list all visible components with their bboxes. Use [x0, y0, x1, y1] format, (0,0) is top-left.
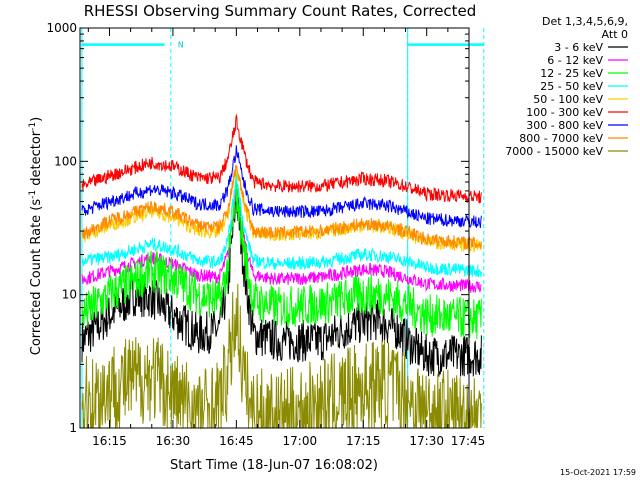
legend-label-3: 12 - 25 keV: [540, 67, 603, 80]
plot-frame: [79, 27, 470, 429]
x-tick-label: 17:30: [409, 434, 444, 448]
x-tick-label: 16:45: [219, 434, 254, 448]
footer-timestamp: 15-Oct-2021 17:59: [560, 468, 636, 477]
legend-header-line2: Att 0: [602, 28, 628, 41]
annotation-label: N: [178, 41, 184, 50]
legend-label-5: 50 - 100 keV: [533, 93, 603, 106]
x-tick-label: 16:30: [156, 434, 191, 448]
series-line-4: [81, 172, 482, 278]
y-axis-label-main: Corrected Count Rate (s: [29, 199, 44, 356]
x-axis: 16:15 16:30 16:45 17:00 17:15 17:30 17:45: [87, 28, 486, 448]
legend-label-9: 7000 - 15000 keV: [505, 145, 603, 158]
series-line-6: [81, 113, 482, 204]
legend-label-6: 100 - 300 keV: [526, 106, 603, 119]
x-tick-label: 17:45: [451, 434, 486, 448]
y-tick-label: 100: [54, 154, 77, 168]
legend-label-2: 6 - 12 keV: [547, 54, 603, 67]
y-axis-label-end: ): [29, 117, 44, 122]
y-axis: 1 10 100 1000: [46, 21, 469, 435]
y-axis-label-sup1: -1: [28, 190, 38, 199]
y-axis-label-mid: detector: [29, 130, 44, 190]
chart-title: RHESSI Observing Summary Count Rates, Co…: [84, 2, 477, 20]
plot-area: N: [81, 28, 485, 430]
y-tick-label: 1: [69, 421, 77, 435]
x-tick-label: 16:15: [92, 434, 127, 448]
x-tick-label: 17:00: [283, 434, 318, 448]
y-tick-label: 10: [62, 288, 77, 302]
series-line-7: [81, 145, 482, 228]
series-line-9: [81, 283, 482, 430]
x-axis-label: Start Time (18-Jun-07 16:08:02): [170, 458, 378, 473]
series-line-8: [81, 164, 482, 251]
y-axis-label-sup2: -1: [28, 122, 38, 131]
legend-header-line1: Det 1,3,4,5,6,9,: [542, 15, 628, 28]
legend-label-1: 3 - 6 keV: [554, 41, 603, 54]
series-line-3: [81, 178, 482, 340]
series-line-1: [81, 197, 482, 377]
y-axis-label: Corrected Count Rate (s-1 detector-1): [28, 117, 44, 355]
legend-label-8: 800 - 7000 keV: [519, 132, 603, 145]
y-tick-label: 1000: [46, 21, 77, 35]
x-tick-label: 17:15: [346, 434, 381, 448]
legend-label-4: 25 - 50 keV: [540, 80, 603, 93]
legend-label-7: 300 - 800 keV: [526, 119, 603, 132]
